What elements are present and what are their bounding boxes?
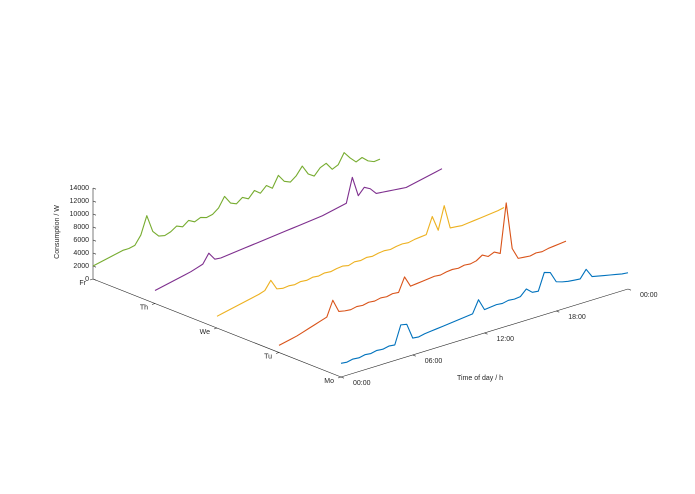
series-line (216, 205, 505, 317)
x-tick (412, 354, 416, 357)
day-tick-label: Tu (264, 353, 272, 360)
z-axis-label: Consumption / W (54, 205, 61, 259)
z-tick (92, 252, 97, 255)
day-tick-label: Mo (324, 378, 334, 385)
z-tick (92, 213, 97, 216)
day-tick-label: Fr (79, 280, 86, 287)
series-line (154, 168, 443, 291)
z-tick (92, 239, 97, 242)
z-tick-label: 2000 (73, 263, 89, 270)
series-line (92, 152, 381, 267)
z-tick-label: 14000 (70, 185, 90, 192)
x-tick (627, 288, 632, 291)
z-tick (92, 200, 97, 203)
z-tick-label: 8000 (73, 224, 89, 231)
z-tick-label: 10000 (70, 211, 90, 218)
day-tick (337, 376, 342, 379)
x-tick-label: 00:00 (640, 292, 658, 299)
series-line (340, 268, 629, 364)
x-tick-label: 00:00 (353, 380, 371, 387)
z-tick (92, 226, 97, 229)
x-tick-label: 18:00 (568, 314, 586, 321)
z-tick (92, 278, 97, 281)
x-tick-label: 06:00 (425, 358, 443, 365)
day-tick (89, 278, 94, 281)
x-tick (484, 332, 488, 335)
day-tick (213, 327, 218, 330)
z-tick-label: 12000 (70, 198, 90, 205)
day-tick (275, 352, 280, 354)
z-tick-label: 6000 (73, 237, 89, 244)
x-tick (340, 376, 345, 379)
z-tick (92, 187, 97, 190)
day-tick (151, 303, 156, 305)
x-tick-label: 12:00 (497, 336, 515, 343)
series-line (278, 202, 567, 346)
x-tick (556, 310, 560, 313)
day-tick-label: Th (140, 304, 148, 311)
z-tick-label: 4000 (73, 250, 89, 257)
z-tick-label: 0 (85, 276, 89, 283)
x-axis-label: Time of day / h (457, 375, 503, 382)
day-tick-label: We (200, 329, 210, 336)
